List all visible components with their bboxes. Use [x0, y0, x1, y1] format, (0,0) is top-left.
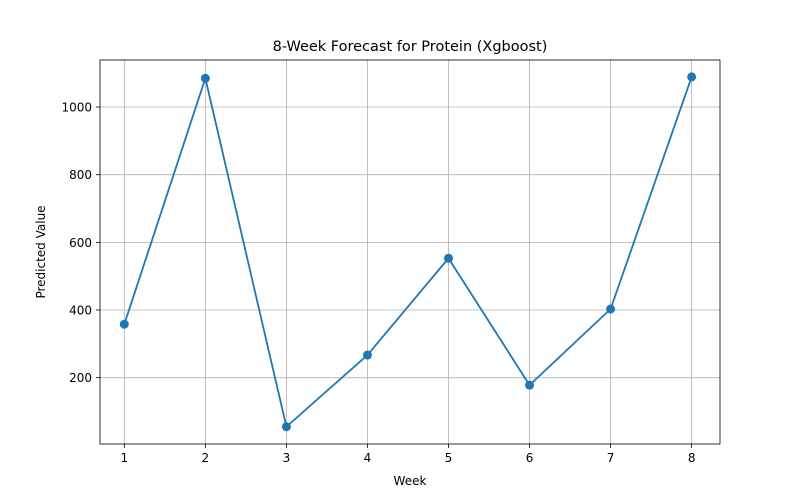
y-tick-label-800: 800: [69, 168, 92, 182]
data-point-week-7: [606, 304, 616, 314]
y-tick-label-600: 600: [69, 236, 92, 250]
series-line-0: [123, 76, 693, 428]
y-tick-label-200: 200: [69, 371, 92, 385]
x-tick-label-1: 1: [120, 451, 128, 465]
x-tick-label-8: 8: [688, 451, 696, 465]
data-point-week-6: [525, 380, 535, 390]
y-axis-label: Predicted Value: [34, 205, 48, 298]
x-axis-label: Week: [394, 474, 427, 488]
y-tick-label-1000: 1000: [61, 101, 92, 115]
x-tick-label-7: 7: [607, 451, 615, 465]
data-point-week-5: [443, 253, 453, 263]
chart-title: 8-Week Forecast for Protein (Xgboost): [273, 39, 548, 55]
data-point-week-2: [200, 73, 210, 83]
x-tick-label-4: 4: [364, 451, 372, 465]
x-tick-label-2: 2: [202, 451, 210, 465]
data-point-week-3: [281, 422, 291, 432]
data-point-week-8: [687, 72, 697, 82]
data-point-week-1: [119, 319, 129, 329]
tick-layer: 1 2 3 4 5 6 7 8 200 400 600 800 1000: [61, 101, 695, 465]
x-tick-label-3: 3: [283, 451, 291, 465]
series-layer: [119, 72, 697, 432]
grid-layer: [100, 60, 720, 444]
x-tick-label-6: 6: [526, 451, 534, 465]
data-point-week-4: [362, 350, 372, 360]
x-tick-label-5: 5: [445, 451, 453, 465]
plot-frame: [99, 59, 721, 445]
y-tick-label-400: 400: [69, 304, 92, 318]
